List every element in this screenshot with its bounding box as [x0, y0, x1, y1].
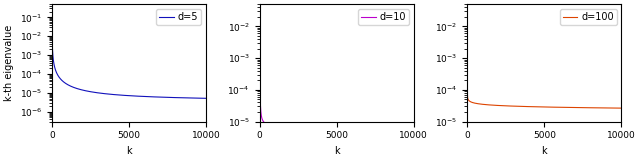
d=10: [262, 123, 270, 125]
d=5: [54, 75, 62, 77]
Legend: d=10: d=10: [358, 9, 409, 25]
X-axis label: k: k: [334, 146, 340, 156]
Line: d=100: d=100: [467, 0, 621, 108]
Line: d=10: d=10: [260, 14, 414, 131]
d=100: [618, 107, 625, 109]
Y-axis label: k-th eigenvalue: k-th eigenvalue: [4, 25, 14, 101]
d=10: [410, 130, 418, 132]
Legend: d=100: d=100: [559, 9, 616, 25]
d=5: [49, 52, 56, 54]
X-axis label: k: k: [541, 146, 547, 156]
d=10: [257, 103, 264, 105]
d=100: [609, 107, 617, 109]
d=10: [331, 129, 339, 131]
d=10: [265, 124, 273, 126]
d=5: [194, 97, 202, 99]
d=100: [539, 106, 547, 108]
d=10: [286, 127, 294, 129]
d=100: [473, 103, 481, 104]
d=5: [124, 95, 131, 96]
d=5: [48, 12, 56, 13]
d=5: [78, 89, 86, 91]
d=100: [493, 104, 501, 106]
d=5: [202, 97, 210, 99]
Line: d=5: d=5: [52, 12, 206, 98]
d=5: [58, 79, 65, 81]
d=10: [256, 13, 264, 15]
d=100: [464, 98, 472, 100]
X-axis label: k: k: [126, 146, 132, 156]
Legend: d=5: d=5: [157, 9, 202, 25]
d=10: [402, 130, 410, 132]
d=100: [470, 102, 477, 104]
